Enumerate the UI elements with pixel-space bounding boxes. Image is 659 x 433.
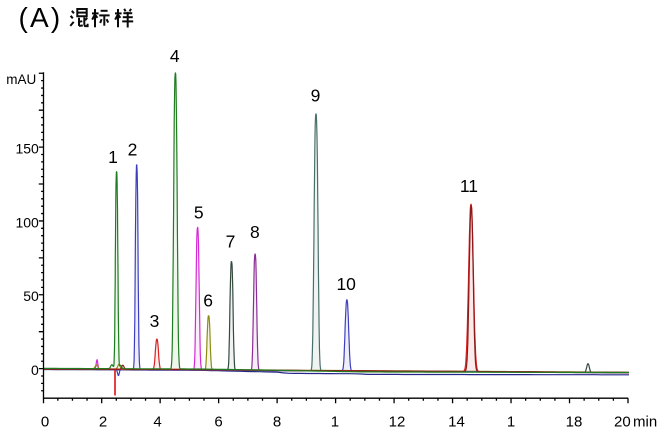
svg-text:9: 9: [311, 86, 321, 106]
svg-text:0: 0: [31, 362, 39, 378]
svg-text:2: 2: [128, 140, 138, 160]
svg-text:11: 11: [460, 176, 478, 196]
svg-text:6: 6: [203, 291, 213, 311]
svg-text:4: 4: [153, 413, 161, 428]
svg-text:8: 8: [273, 413, 281, 428]
svg-text:1: 1: [507, 413, 515, 428]
svg-text:14: 14: [448, 413, 465, 428]
svg-text:min: min: [633, 413, 657, 428]
svg-text:mAU: mAU: [6, 72, 36, 87]
svg-text:1: 1: [108, 147, 118, 167]
svg-text:100: 100: [15, 214, 39, 230]
svg-text:(A): (A): [19, 2, 63, 33]
svg-text:0: 0: [41, 413, 49, 428]
svg-text:20: 20: [614, 413, 631, 428]
svg-text:8: 8: [250, 222, 260, 242]
svg-text:7: 7: [226, 232, 236, 252]
svg-text:12: 12: [389, 413, 406, 428]
svg-text:1: 1: [331, 413, 339, 428]
svg-text:50: 50: [23, 288, 39, 304]
svg-text:18: 18: [566, 413, 583, 428]
svg-text:6: 6: [214, 413, 222, 428]
svg-text:4: 4: [170, 46, 180, 66]
svg-text:2: 2: [99, 413, 107, 428]
svg-text:5: 5: [194, 203, 204, 223]
svg-text:150: 150: [15, 141, 39, 157]
svg-text:3: 3: [150, 311, 160, 331]
svg-text:10: 10: [336, 274, 356, 294]
